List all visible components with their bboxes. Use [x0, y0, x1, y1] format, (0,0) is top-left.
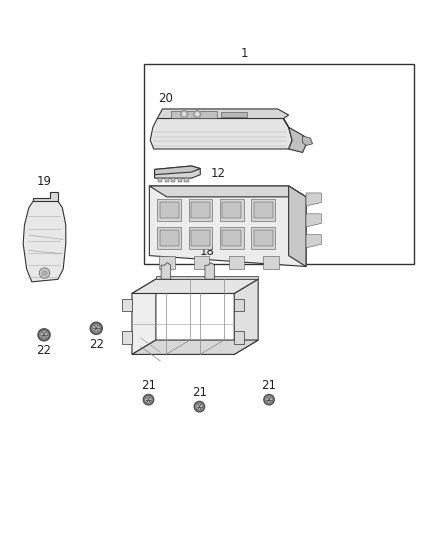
Polygon shape — [132, 340, 258, 354]
Polygon shape — [194, 256, 209, 269]
Circle shape — [265, 396, 273, 403]
Circle shape — [198, 405, 201, 409]
Bar — [160, 230, 179, 246]
Bar — [254, 230, 272, 246]
Circle shape — [94, 326, 99, 331]
Polygon shape — [263, 256, 279, 269]
Bar — [157, 199, 181, 221]
Text: 21: 21 — [261, 379, 276, 392]
Text: 19: 19 — [37, 175, 52, 188]
Circle shape — [92, 324, 101, 333]
Text: 21: 21 — [192, 386, 207, 399]
Polygon shape — [283, 118, 306, 152]
Polygon shape — [303, 136, 313, 146]
Bar — [160, 201, 179, 218]
Circle shape — [90, 322, 102, 334]
Text: 22: 22 — [36, 344, 52, 358]
Polygon shape — [306, 214, 321, 227]
Bar — [251, 228, 275, 249]
Circle shape — [39, 268, 49, 278]
Text: 22: 22 — [89, 338, 104, 351]
Bar — [191, 201, 210, 218]
Bar — [223, 201, 241, 218]
Polygon shape — [149, 186, 306, 197]
Polygon shape — [306, 193, 321, 206]
Text: 21: 21 — [141, 379, 156, 392]
Polygon shape — [234, 298, 244, 311]
Circle shape — [264, 394, 274, 405]
Circle shape — [194, 111, 201, 118]
Bar — [144, 64, 414, 264]
Bar — [220, 228, 244, 249]
Text: 1: 1 — [240, 47, 248, 60]
Polygon shape — [122, 298, 132, 311]
Polygon shape — [150, 118, 292, 149]
Polygon shape — [234, 332, 244, 344]
Polygon shape — [132, 279, 258, 294]
Circle shape — [42, 270, 47, 276]
Bar — [223, 230, 241, 246]
Circle shape — [143, 394, 154, 405]
Polygon shape — [156, 276, 258, 279]
Polygon shape — [159, 256, 175, 269]
Circle shape — [267, 398, 271, 402]
Bar — [188, 199, 212, 221]
Circle shape — [42, 333, 46, 337]
Circle shape — [38, 329, 50, 341]
Text: 12: 12 — [211, 167, 226, 180]
Polygon shape — [122, 332, 132, 344]
Polygon shape — [229, 256, 244, 269]
Polygon shape — [205, 263, 215, 279]
Circle shape — [145, 396, 152, 403]
Polygon shape — [23, 201, 66, 282]
Circle shape — [194, 401, 205, 412]
Polygon shape — [306, 235, 321, 248]
Polygon shape — [33, 192, 58, 201]
Polygon shape — [157, 109, 289, 118]
Bar — [191, 230, 210, 246]
Bar — [251, 199, 275, 221]
Bar — [221, 112, 247, 117]
Polygon shape — [155, 166, 200, 178]
Text: 18: 18 — [200, 245, 215, 258]
Bar — [171, 178, 176, 182]
Bar — [184, 178, 188, 182]
Bar — [220, 199, 244, 221]
Bar — [178, 178, 182, 182]
Bar — [254, 201, 272, 218]
Polygon shape — [155, 166, 200, 175]
Polygon shape — [161, 263, 171, 279]
Bar — [165, 178, 169, 182]
Polygon shape — [289, 186, 306, 266]
Bar — [171, 111, 217, 118]
Circle shape — [196, 403, 203, 410]
Polygon shape — [234, 279, 258, 354]
Circle shape — [146, 398, 151, 402]
Circle shape — [195, 112, 199, 116]
Circle shape — [183, 112, 186, 116]
Circle shape — [181, 111, 187, 118]
Circle shape — [40, 330, 48, 339]
Polygon shape — [132, 279, 156, 354]
Bar — [188, 228, 212, 249]
Bar — [157, 228, 181, 249]
Polygon shape — [149, 186, 306, 266]
Text: 20: 20 — [158, 92, 173, 106]
Bar — [158, 178, 162, 182]
